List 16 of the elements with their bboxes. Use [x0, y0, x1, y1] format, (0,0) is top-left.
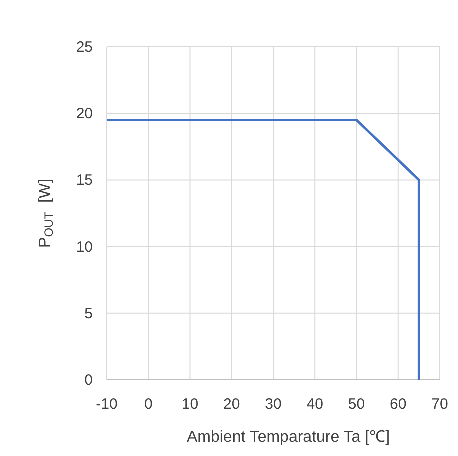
y-tick-label: 5 [84, 305, 93, 322]
y-tick-label: 0 [84, 372, 93, 389]
y-tick-label: 25 [76, 39, 93, 56]
y-tick-label: 10 [76, 238, 93, 256]
x-tick-label: 10 [182, 396, 199, 413]
x-axis-title: Ambient Temparature Ta [℃] [186, 429, 390, 446]
x-tick-label: 0 [144, 396, 153, 413]
x-tick-label: 50 [348, 396, 366, 413]
x-tick-label: 20 [224, 396, 240, 413]
x-tick-label: -10 [96, 396, 118, 413]
x-tick-label: 40 [306, 396, 324, 413]
y-tick-label: 20 [76, 106, 93, 123]
y-tick-label: 15 [76, 172, 93, 190]
x-tick-label: 60 [390, 396, 407, 413]
x-tick-label: 70 [432, 396, 448, 413]
x-tick-label: 30 [265, 396, 282, 413]
